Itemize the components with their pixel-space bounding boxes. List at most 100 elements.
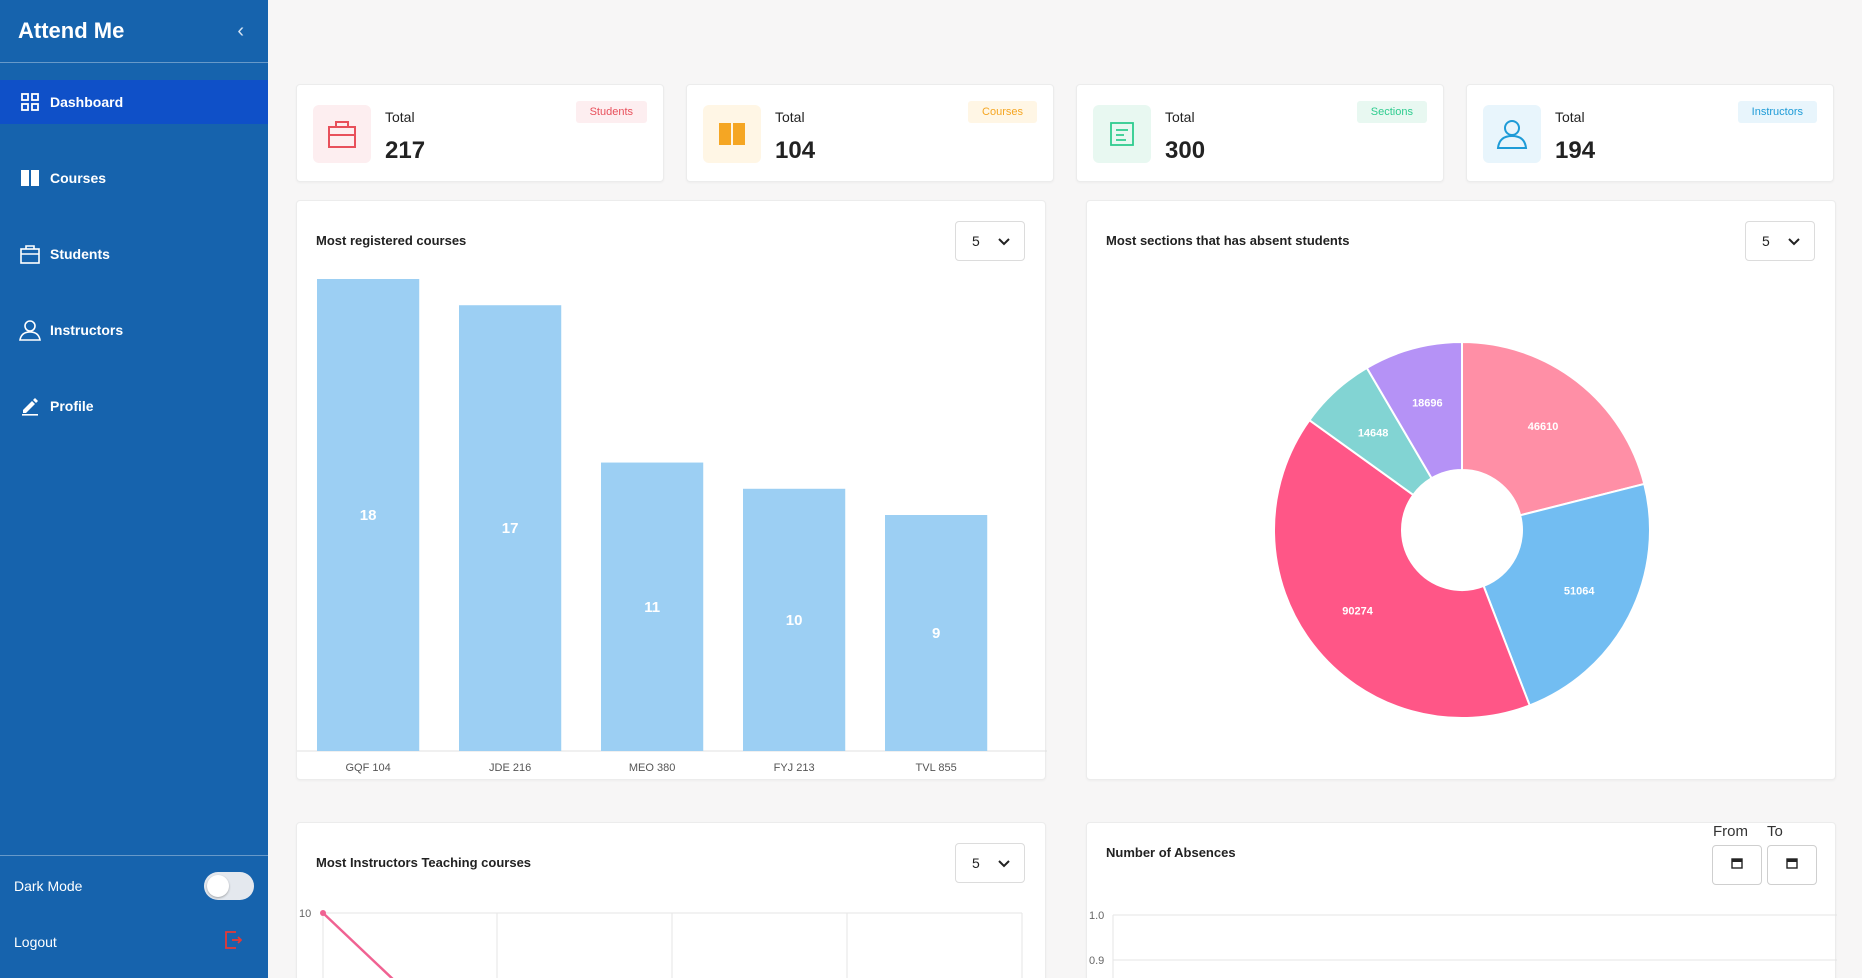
bar[interactable]: [885, 515, 988, 751]
book-icon: [703, 105, 761, 163]
logout-label[interactable]: Logout: [14, 933, 57, 950]
instructors-teaching-select[interactable]: 5: [955, 843, 1025, 883]
stat-value: 300: [1165, 137, 1206, 164]
bar-value-label: 10: [786, 612, 803, 629]
instructors-teaching-card: Most Instructors Teaching courses 5 10: [296, 822, 1046, 978]
book-icon: [18, 166, 42, 190]
x-tick-label: JDE 216: [489, 762, 531, 774]
card-title: Most registered courses: [316, 233, 467, 248]
slice-label: 18696: [1412, 398, 1443, 410]
briefcase-icon: [18, 242, 42, 266]
brand-header: Attend Me ‹: [0, 0, 268, 63]
from-date-picker[interactable]: [1712, 845, 1762, 885]
bar-value-label: 17: [502, 520, 519, 537]
stat-card-students: Total 217 Students: [296, 84, 664, 182]
bar-value-label: 11: [644, 599, 660, 616]
sidebar-footer: [0, 855, 268, 856]
slice-label: 51064: [1564, 586, 1595, 598]
calendar-icon: [1731, 856, 1743, 874]
absences-line-chart: 1.0 0.9: [1089, 910, 1837, 978]
bar-value-label: 9: [932, 625, 940, 642]
x-tick-label: FYJ 213: [774, 762, 815, 774]
card-title: Number of Absences: [1106, 845, 1236, 860]
absent-sections-card: Most sections that has absent students 5…: [1086, 200, 1836, 780]
sidebar-item-label: Dashboard: [50, 94, 124, 110]
select-value: 5: [1762, 233, 1770, 249]
y-tick-label: 0.9: [1089, 955, 1104, 967]
chevron-down-icon: [998, 233, 1010, 249]
collapse-sidebar-button[interactable]: ‹: [237, 19, 244, 42]
stat-badge: Courses: [968, 101, 1037, 123]
registered-courses-select[interactable]: 5: [955, 221, 1025, 261]
bar-chart: 18 GQF 104 17 JDE 216 11 MEO 380 10 FYJ 213 9 TVL…: [297, 279, 1047, 774]
sidebar-item-label: Instructors: [50, 322, 124, 338]
slice-label: 46610: [1528, 421, 1559, 433]
grid-icon: [18, 90, 42, 114]
stat-value: 194: [1555, 137, 1596, 164]
pie-slice[interactable]: [1461, 340, 1646, 517]
x-tick-label: GQF 104: [345, 762, 390, 774]
sidebar-item-courses[interactable]: Courses: [0, 156, 268, 200]
x-tick-label: TVL 855: [916, 762, 957, 774]
absences-card: Number of Absences From To 1.0 0.9: [1086, 822, 1837, 978]
slice-label: 90274: [1342, 606, 1373, 618]
card-title: Most sections that has absent students: [1106, 233, 1350, 248]
sidebar-item-label: Courses: [50, 170, 107, 186]
dark-mode-label: Dark Mode: [14, 878, 83, 894]
sidebar-item-students[interactable]: Students: [0, 232, 268, 276]
select-value: 5: [972, 855, 980, 871]
sidebar-item-label: Profile: [50, 398, 94, 414]
sidebar-item-instructors[interactable]: Instructors: [0, 308, 268, 352]
calendar-icon: [1786, 856, 1798, 874]
stat-label: Total: [1555, 109, 1585, 125]
pie-chart: 46610 51064 90274 14648 18696: [1273, 340, 1651, 719]
briefcase-icon: [313, 105, 371, 163]
bar[interactable]: [459, 305, 562, 751]
sidebar-item-profile[interactable]: Profile: [0, 384, 268, 428]
bar[interactable]: [317, 279, 420, 751]
stat-label: Total: [775, 109, 805, 125]
dark-mode-row: Dark Mode: [14, 872, 254, 900]
y-tick-label: 10: [299, 908, 311, 920]
from-label: From: [1713, 823, 1748, 840]
slice-label: 14648: [1358, 427, 1389, 439]
stat-badge: Sections: [1356, 101, 1427, 123]
dark-mode-toggle[interactable]: [204, 872, 254, 900]
card-title: Most Instructors Teaching courses: [316, 855, 532, 870]
stat-badge: Instructors: [1737, 101, 1817, 123]
registered-courses-card: Most registered courses 5 18 GQF 104 17 JDE…: [296, 200, 1047, 780]
stat-badge: Students: [575, 101, 647, 123]
bar[interactable]: [743, 488, 846, 751]
x-tick-label: MEO 380: [629, 762, 675, 774]
user-icon: [1483, 105, 1541, 163]
pencil-icon: [18, 394, 42, 418]
sidebar-item-dashboard[interactable]: Dashboard: [0, 80, 268, 124]
data-point: [320, 910, 326, 916]
stat-value: 217: [385, 137, 426, 164]
absent-sections-select[interactable]: 5: [1745, 221, 1815, 261]
pie-slice[interactable]: [1273, 418, 1531, 719]
document-icon: [1093, 105, 1151, 163]
logout-icon[interactable]: [224, 930, 243, 953]
to-date-picker[interactable]: [1767, 845, 1817, 885]
sidebar: Attend Me ‹ Dashboard Courses Students: [0, 0, 268, 978]
chevron-down-icon: [998, 855, 1010, 871]
select-value: 5: [972, 233, 980, 249]
bar-value-label: 18: [360, 507, 377, 524]
stat-card-sections: Total 300 Sections: [1076, 84, 1444, 182]
stat-label: Total: [1165, 109, 1195, 125]
user-icon: [18, 318, 42, 342]
bar[interactable]: [601, 462, 704, 751]
stat-label: Total: [385, 109, 415, 125]
logout-row[interactable]: Logout: [14, 930, 254, 953]
series-line: [322, 912, 394, 978]
app-title: Attend Me: [18, 18, 125, 43]
pie-slice[interactable]: [1365, 340, 1463, 480]
y-tick-label: 1.0: [1089, 910, 1104, 922]
stat-card-instructors: Total 194 Instructors: [1466, 84, 1834, 182]
to-label: To: [1767, 823, 1783, 840]
stat-card-courses: Total 104 Courses: [686, 84, 1054, 182]
pie-slice[interactable]: [1482, 482, 1651, 707]
stat-value: 104: [775, 137, 816, 164]
instructors-line-chart: 10: [299, 908, 1023, 978]
